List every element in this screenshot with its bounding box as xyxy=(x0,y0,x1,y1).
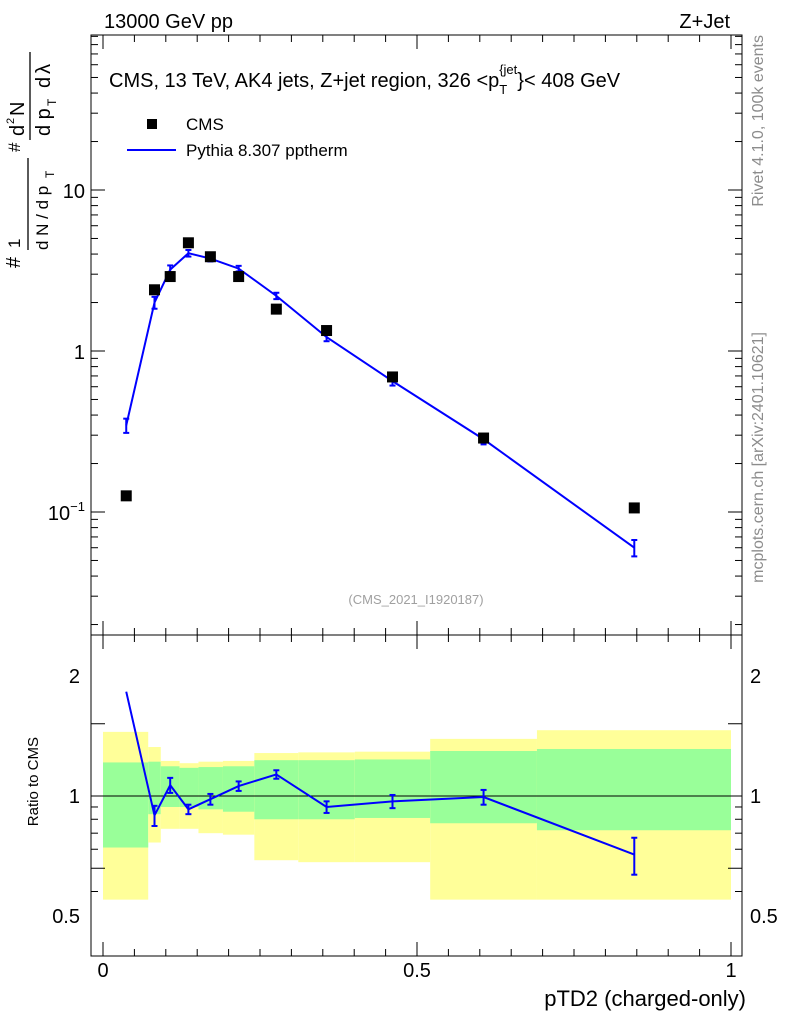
cms-data-point xyxy=(120,490,132,502)
main-series-layer xyxy=(120,237,640,558)
svg-text:d: d xyxy=(33,77,55,88)
svg-text:d: d xyxy=(7,125,29,136)
ratio-inner-band xyxy=(254,760,299,820)
ratio-panel: 2 1 0.5 2 1 0.5 Ratio to CMS 0 0.5 1 pTD… xyxy=(25,634,778,1011)
ratio-inner-band xyxy=(430,750,537,824)
ratio-ytick-label-0.5-left: 0.5 xyxy=(52,906,80,928)
ytick-exponent: −1 xyxy=(70,499,85,514)
title-prefix: CMS, 13 TeV, AK4 jets, Z+jet region, 326… xyxy=(109,70,499,92)
cms-data-point xyxy=(204,251,216,263)
ratio-ytick-label-1-left: 1 xyxy=(69,786,80,808)
ratio-inner-band xyxy=(354,759,431,818)
svg-text:1: 1 xyxy=(5,239,24,248)
legend: CMS Pythia 8.307 pptherm xyxy=(127,115,348,160)
header-energy-label: 13000 GeV pp xyxy=(104,11,233,33)
main-panel: CMS, 13 TeV, AK4 jets, Z+jet region, 326… xyxy=(48,34,743,636)
svg-text:N: N xyxy=(7,102,29,116)
ratio-ytick-label-2-left: 2 xyxy=(69,666,80,688)
ratio-inner-band xyxy=(103,762,149,848)
main-title: CMS, 13 TeV, AK4 jets, Z+jet region, 326… xyxy=(109,62,621,97)
x-axis-label: pTD2 (charged-only) xyxy=(544,986,746,1011)
cms-data-point xyxy=(182,237,194,249)
xtick-label-1: 1 xyxy=(725,960,736,982)
ratio-y-axis-label: Ratio to CMS xyxy=(25,737,42,826)
svg-text:#: # xyxy=(3,256,25,268)
cms-data-point xyxy=(321,325,333,337)
ytick-base: 10 xyxy=(48,503,70,525)
ratio-axis-ticks xyxy=(91,635,742,956)
side-mcplots-label: mcplots.cern.ch [arXiv:2401.10621] xyxy=(750,332,767,583)
ratio-ytick-label-1-right: 1 xyxy=(750,786,761,808)
xtick-label-0: 0 xyxy=(97,960,108,982)
cms-data-point xyxy=(233,271,245,283)
title-sup: {jet xyxy=(499,62,517,77)
ratio-ytick-label-2-right: 2 xyxy=(750,666,761,688)
svg-text:d N / d p: d N / d p xyxy=(33,186,52,250)
cms-data-point xyxy=(270,303,282,315)
svg-text:d p: d p xyxy=(33,108,55,136)
pythia-line xyxy=(125,252,635,549)
svg-text:#: # xyxy=(5,142,24,152)
cms-data-point xyxy=(148,284,160,296)
ratio-inner-band xyxy=(536,748,731,831)
title-sub: T xyxy=(499,82,507,97)
ratio-inner-band xyxy=(179,767,199,807)
ratio-series-layer xyxy=(125,691,638,876)
xtick-label-0.5: 0.5 xyxy=(403,960,431,982)
ratio-ytick-label-0.5-right: 0.5 xyxy=(750,906,778,928)
cms-data-point xyxy=(478,432,490,444)
main-axis-ticks xyxy=(91,35,742,635)
svg-text:T: T xyxy=(43,170,57,178)
legend-pythia-label: Pythia 8.307 pptherm xyxy=(186,141,348,160)
legend-cms-label: CMS xyxy=(186,115,224,134)
main-ytick-label-10: 10 xyxy=(63,181,85,203)
svg-text:T: T xyxy=(45,98,59,106)
side-rivet-label: Rivet 4.1.0, 100k events xyxy=(750,35,767,207)
header-process-label: Z+Jet xyxy=(679,11,730,33)
main-ytick-label-0.1: 10−1 xyxy=(48,499,85,525)
analysis-watermark: (CMS_2021_I1920187) xyxy=(348,592,483,607)
title-suffix: }< 408 GeV xyxy=(517,70,621,92)
ratio-uncertainty-bands xyxy=(103,730,731,900)
cms-data-point xyxy=(387,371,399,383)
svg-text:λ: λ xyxy=(33,64,55,74)
cms-data-point xyxy=(628,502,640,514)
main-y-axis-label: # 1 d N / d p T # d 2 N d p T d λ xyxy=(3,52,59,268)
svg-text:2: 2 xyxy=(5,118,17,124)
legend-cms-marker xyxy=(147,119,157,129)
main-ytick-label-1: 1 xyxy=(74,342,85,364)
cms-data-point xyxy=(164,271,176,283)
